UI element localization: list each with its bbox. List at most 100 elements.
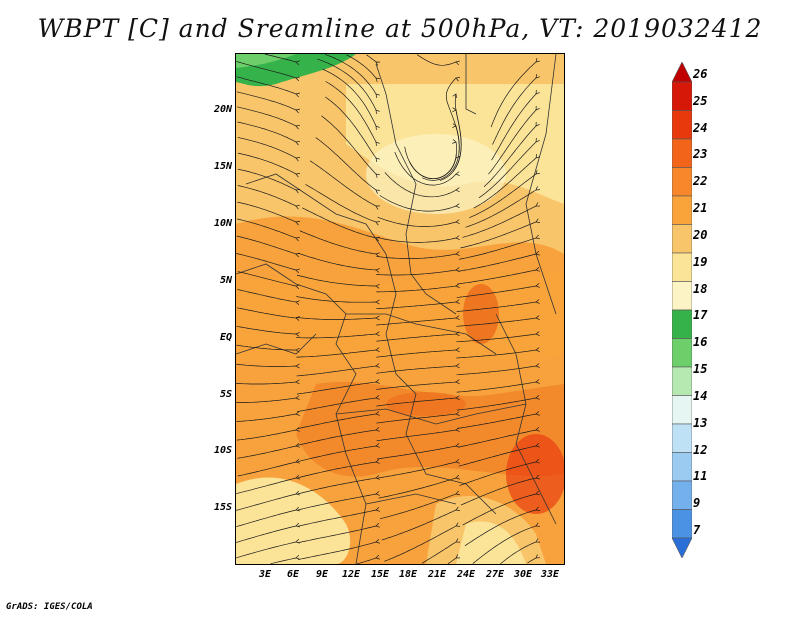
streamline-arrow [375,77,380,82]
streamline-arrow [295,60,300,66]
streamline [236,344,296,351]
colorbar-box [672,167,692,197]
streamline-arrow [535,283,540,288]
streamline-arrow [295,379,300,385]
streamline-arrow [535,58,540,63]
streamline [297,252,377,271]
colorbar-label: 9 [693,496,701,511]
colorbar-label: 11 [693,469,708,484]
streamline-arrow [455,153,460,159]
streamline [404,146,457,180]
colorbar-box [672,195,692,225]
streamline [297,461,377,479]
colorbar-box [672,252,692,282]
streamline-arrow [452,139,457,144]
colorbar-box [672,423,692,453]
field-zone-19-southwest [236,477,351,564]
colorbar-label: 24 [693,120,708,135]
lat-label-eq: EQ [219,332,232,343]
colorbar-label: 12 [693,442,708,457]
streamline [309,160,377,207]
colorbar-box [672,224,692,254]
colorbar-box [672,81,692,111]
streamline-arrow [455,459,460,464]
streamline-arrow [375,141,380,147]
streamline-arrow [535,522,541,527]
streamline [236,541,297,559]
streamline [456,285,537,298]
streamline [376,237,457,243]
streamline [456,349,537,359]
streamline [321,115,377,175]
streamline [376,397,457,407]
lon-label-18e: 18E [398,569,418,580]
streamline [492,77,537,145]
streamline-arrow [455,235,460,241]
streamline [305,184,377,223]
streamline [456,317,537,327]
streamline-arrow [455,379,460,385]
streamline [376,365,457,374]
streamline-arrow [455,76,460,82]
streamline [301,207,377,239]
streamline-arrow [535,250,540,256]
streamline [459,461,537,486]
streamline [237,461,297,477]
streamline [439,109,462,181]
field-zone-18-north [366,134,506,214]
streamline [236,325,297,335]
colorbar-label: 14 [693,388,708,403]
streamline-arrow [535,458,540,464]
streamline-arrow [375,268,380,273]
streamline-arrow [535,379,540,384]
streamline-arrow [455,187,460,193]
streamline-arrow [455,203,460,209]
streamline-arrow [455,171,460,177]
streamline [527,557,537,564]
colorbar-label: 13 [693,415,708,430]
streamline [483,125,537,187]
streamline [236,493,297,511]
streamline-arrow [295,427,300,432]
streamline [457,269,537,285]
streamline-arrow [295,173,301,178]
streamline [296,274,376,287]
streamline [236,477,297,495]
streamline-arrow [455,60,460,66]
streamline-arrow [535,137,540,143]
streamline [376,349,457,358]
streamline [236,509,297,527]
map-field [236,54,564,564]
streamline [379,493,457,520]
streamline [236,61,297,79]
streamline-arrow [535,395,540,400]
streamline [297,541,377,560]
streamline [317,58,377,111]
streamline-arrow [535,490,540,496]
lat-label-10n: 10N [213,218,232,229]
streamline [299,230,377,255]
streamline-arrow [535,89,540,95]
streamline-arrow [535,331,540,336]
streamline-arrow [535,234,540,240]
colorbar-top-triangle [672,62,692,83]
streamline-arrow [455,443,460,448]
streamline-arrow [535,538,541,543]
streamline-arrow [535,73,540,79]
streamline-arrow [295,316,300,321]
streamline [447,557,457,564]
streamline-arrow [535,506,541,512]
lon-label-9e: 9E [315,569,329,580]
colorbar-box [672,395,692,425]
streamline [264,54,297,63]
streamline-arrow [375,379,380,384]
streamline [322,68,377,127]
streamline-arrow [375,236,380,242]
streamline-arrow [535,202,541,207]
streamline-arrow [452,107,457,113]
streamline-arrow [295,474,300,480]
colorbar-label: 16 [693,335,708,350]
streamline-arrow [375,459,380,464]
streamline [456,301,537,312]
streamline-arrow [295,204,301,210]
